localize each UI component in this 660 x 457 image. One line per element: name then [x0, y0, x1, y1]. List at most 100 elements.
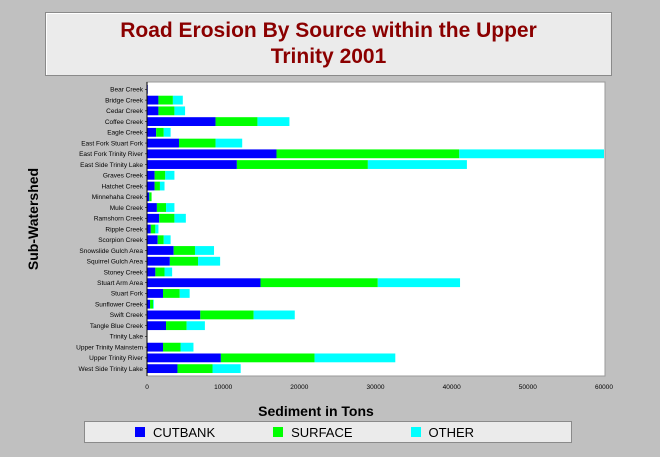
bar-cutbank-upper-trinity-mainstem	[147, 342, 163, 352]
bar-group	[147, 84, 604, 374]
bar-surface-stuart-arm-area	[260, 278, 378, 288]
category-label-mule-creek: Mule Creek	[110, 205, 144, 212]
bar-cutbank-mule-creek	[147, 203, 157, 212]
bar-surface-ripple-creek	[150, 224, 156, 234]
bar-surface-sunflower-creek	[150, 299, 154, 309]
bar-cutbank-ripple-creek	[147, 224, 151, 234]
x-tick-labels: 0 10000 20000 30000 40000 50000 60000	[145, 384, 613, 391]
category-label-west-side-trinity-lake: West Side Trinity Lake	[78, 366, 143, 373]
category-label-ripple-creek: Ripple Creek	[105, 226, 143, 233]
bar-other-cedar-creek	[174, 106, 186, 116]
category-label-east-fork-trinity-river: East Fork Trinity River	[79, 151, 144, 158]
bar-surface-graves-creek	[154, 170, 166, 180]
legend-swatch-cutbank	[135, 427, 145, 437]
bar-cutbank-snowslide-gulch-area	[147, 246, 174, 255]
legend-item-other: OTHER	[410, 425, 474, 440]
bar-cutbank-east-fork-stuart-fork	[147, 138, 179, 148]
bar-surface-east-side-trinity-lake	[236, 160, 368, 169]
bar-other-bridge-creek	[172, 95, 183, 105]
x-tick-label-60000: 60000	[595, 384, 613, 391]
bar-other-stuart-arm-area	[377, 278, 461, 288]
category-label-east-fork-stuart-fork: East Fork Stuart Fork	[81, 140, 144, 147]
bar-surface-swift-creek	[200, 310, 254, 320]
category-label-trinity-lake: Trinity Lake	[110, 334, 144, 341]
bar-other-coffee-creek	[257, 117, 290, 126]
bar-other-ripple-creek	[155, 224, 159, 234]
bar-other-tangle-blue-creek	[186, 321, 205, 331]
bar-cutbank-minnehaha-creek	[147, 192, 150, 202]
legend-label-cutbank: CUTBANK	[153, 424, 216, 440]
bar-other-ramshorn-creek	[174, 213, 186, 223]
bar-other-snowslide-gulch-area	[194, 246, 215, 255]
category-label-tangle-blue-creek: Tangle Blue Creek	[90, 323, 144, 330]
bar-cutbank-tangle-blue-creek	[147, 321, 167, 331]
category-label-bridge-creek: Bridge Creek	[105, 97, 144, 104]
bar-cutbank-east-side-trinity-lake	[147, 160, 237, 169]
bar-cutbank-coffee-creek	[147, 117, 216, 126]
category-label-scorpion-creek: Scorpion Creek	[98, 237, 144, 244]
legend: CUTBANK SURFACE OTHER	[84, 421, 572, 443]
legend-label-surface: SURFACE	[291, 424, 353, 440]
bar-surface-stoney-creek	[155, 267, 165, 277]
bar-surface-upper-trinity-mainstem	[162, 342, 181, 352]
x-axis-title: Sediment in Tons	[258, 403, 374, 419]
bar-cutbank-east-fork-trinity-river	[147, 149, 277, 159]
bar-surface-hatchet-creek	[154, 181, 160, 191]
bar-other-mule-creek	[166, 203, 175, 212]
category-label-bear-creek: Bear Creek	[110, 87, 144, 94]
x-tick-label-50000: 50000	[519, 384, 537, 391]
bar-surface-eagle-creek	[156, 127, 164, 137]
bar-cutbank-upper-trinity-river	[147, 353, 221, 363]
bar-surface-ramshorn-creek	[159, 213, 175, 223]
bar-surface-bridge-creek	[158, 95, 173, 105]
bar-surface-scorpion-creek	[157, 235, 164, 245]
bar-cutbank-squirrel-gulch-area	[147, 256, 170, 266]
plot-background	[146, 81, 606, 377]
category-label-snowslide-gulch-area: Snowslide Gulch Area	[79, 248, 143, 255]
bar-cutbank-stuart-fork	[147, 289, 163, 298]
category-label-upper-trinity-river: Upper Trinity River	[89, 355, 144, 362]
bar-other-eagle-creek	[163, 127, 171, 137]
x-tick-label-10000: 10000	[214, 384, 232, 391]
category-label-stoney-creek: Stoney Creek	[104, 269, 144, 276]
bar-other-graves-creek	[165, 170, 175, 180]
bar-cutbank-sunflower-creek	[147, 299, 151, 309]
bar-surface-coffee-creek	[215, 117, 258, 126]
legend-swatch-surface	[273, 427, 284, 437]
bar-cutbank-swift-creek	[147, 310, 201, 320]
y-axis-title: Sub-Watershed	[25, 168, 41, 270]
bar-surface-minnehaha-creek	[149, 192, 152, 202]
category-label-cedar-creek: Cedar Creek	[106, 108, 144, 115]
bar-surface-stuart-fork	[162, 289, 180, 298]
bar-surface-east-fork-stuart-fork	[178, 138, 216, 148]
legend-item-surface: SURFACE	[273, 424, 353, 440]
legend-item-cutbank: CUTBANK	[135, 425, 215, 440]
category-label-stuart-fork: Stuart Fork	[111, 291, 144, 298]
category-label-upper-trinity-mainstem: Upper Trinity Mainstem	[76, 344, 143, 351]
category-label-squirrel-gulch-area: Squirrel Gulch Area	[87, 259, 144, 266]
category-label-stuart-arm-area: Stuart Arm Area	[97, 280, 143, 287]
bar-other-swift-creek	[253, 310, 295, 320]
bar-cutbank-bridge-creek	[147, 95, 159, 105]
bar-other-sunflower-creek	[153, 299, 154, 309]
x-tick-label-0: 0	[145, 384, 149, 391]
bar-surface-squirrel-gulch-area	[169, 256, 199, 266]
category-label-swift-creek: Swift Creek	[110, 312, 144, 319]
bar-surface-snowslide-gulch-area	[173, 246, 195, 255]
bar-cutbank-stuart-arm-area	[147, 278, 261, 288]
x-tick-label-40000: 40000	[443, 384, 461, 391]
bar-other-west-side-trinity-lake	[212, 364, 241, 374]
category-label-minnehaha-creek: Minnehaha Creek	[92, 194, 144, 201]
bar-other-upper-trinity-river	[314, 353, 396, 363]
legend-swatch-other	[410, 427, 421, 437]
chart-plot: Bear Creek Bridge Creek Cedar Creek Coffee …	[25, 81, 613, 419]
bar-cutbank-west-side-trinity-lake	[147, 364, 178, 374]
bar-surface-upper-trinity-river	[220, 353, 315, 363]
bar-other-stoney-creek	[164, 267, 173, 277]
bar-cutbank-graves-creek	[147, 170, 155, 180]
bar-other-east-side-trinity-lake	[367, 160, 467, 169]
x-tick-label-20000: 20000	[290, 384, 308, 391]
bar-other-scorpion-creek	[163, 235, 171, 245]
bar-cutbank-cedar-creek	[147, 106, 159, 116]
bar-other-east-fork-stuart-fork	[215, 138, 243, 148]
